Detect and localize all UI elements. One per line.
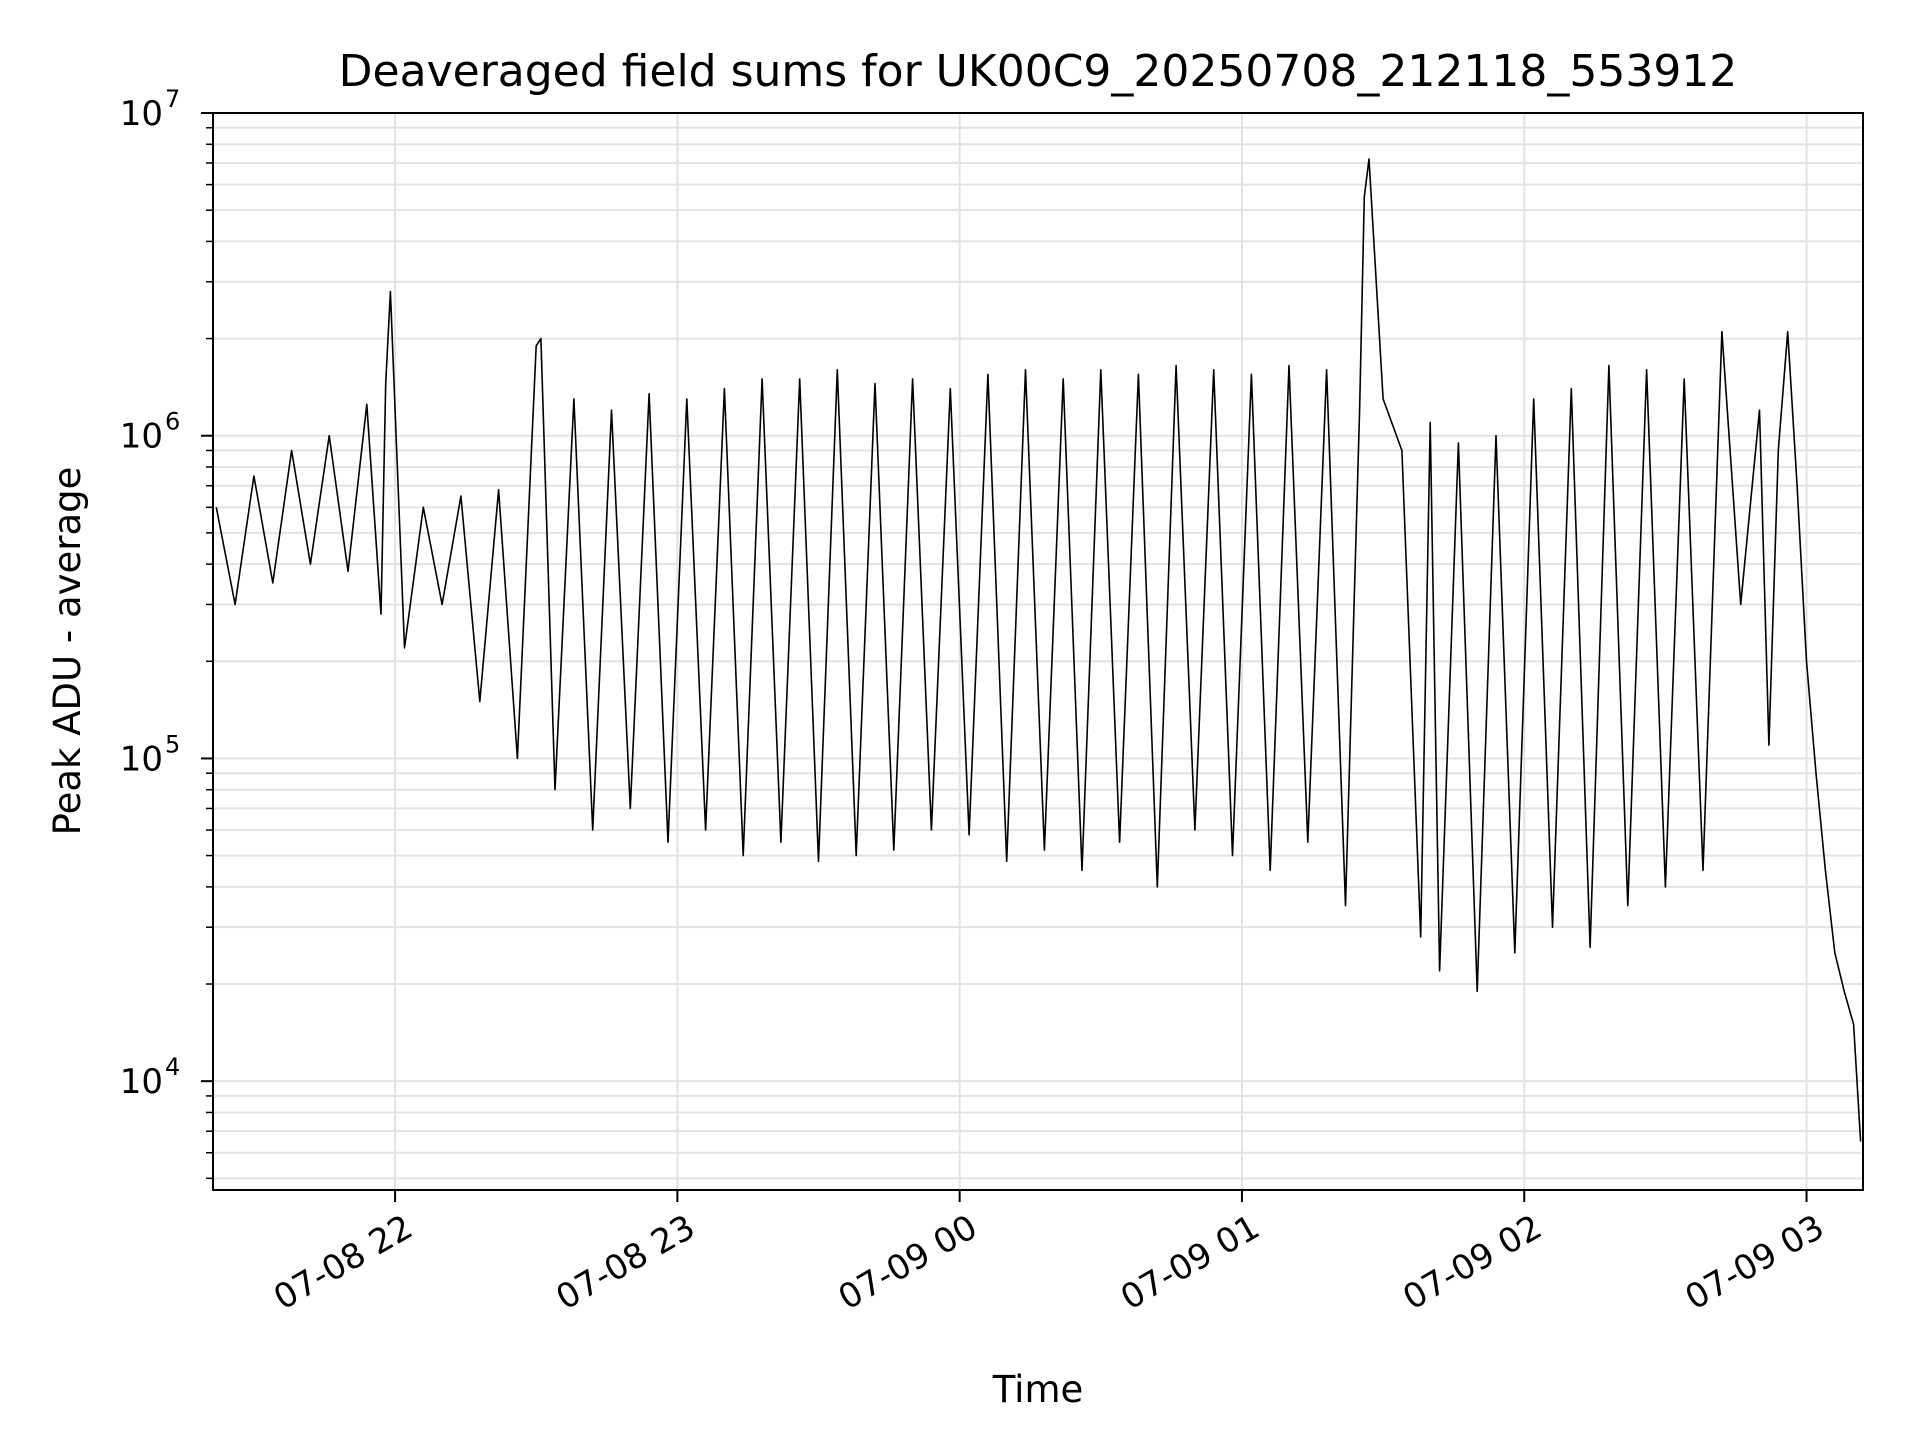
y-tick-exponent: 5 (165, 730, 180, 758)
x-axis-ticks: 07-08 22 07-08 23 07-09 00 07-09 01 07-09 02… (267, 1190, 1831, 1318)
y-tick-exponent: 4 (165, 1053, 180, 1081)
x-tick-label: 07-09 03 (1679, 1207, 1831, 1318)
x-tick-label: 07-09 02 (1396, 1207, 1548, 1318)
y-tick-exponent: 7 (165, 85, 180, 113)
series-line (215, 158, 1862, 1142)
y-tick-label: 10 (120, 417, 163, 457)
x-tick-label: 07-09 00 (832, 1207, 984, 1318)
y-axis-label: Peak ADU - average (46, 467, 89, 836)
x-tick-label: 07-09 01 (1114, 1207, 1266, 1318)
y-tick-label: 10 (120, 739, 163, 779)
x-axis-label: Time (992, 1368, 1084, 1411)
chart-title: Deaveraged field sums for UK00C9_2025070… (339, 46, 1738, 97)
plot-area-frame (212, 112, 1864, 1191)
y-tick-exponent: 6 (165, 408, 180, 436)
grid-lines (213, 113, 1863, 1190)
x-tick-label: 07-08 22 (267, 1207, 419, 1318)
y-tick-label: 10 (120, 1062, 163, 1102)
y-tick-label: 10 (120, 94, 163, 134)
series-line-group (215, 158, 1862, 1142)
x-tick-label: 07-08 23 (549, 1207, 701, 1318)
